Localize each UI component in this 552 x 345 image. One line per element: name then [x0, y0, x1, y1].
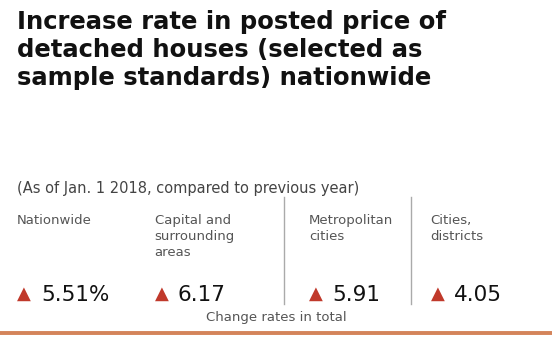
Text: ▲: ▲	[17, 285, 30, 303]
Text: 6.17: 6.17	[178, 285, 226, 305]
Text: Nationwide: Nationwide	[17, 214, 92, 227]
Text: Change rates in total: Change rates in total	[206, 310, 346, 324]
Text: Cities,
districts: Cities, districts	[431, 214, 484, 243]
Text: ▲: ▲	[431, 285, 444, 303]
Text: ▲: ▲	[155, 285, 168, 303]
Text: 5.91: 5.91	[332, 285, 380, 305]
Text: Increase rate in posted price of
detached houses (selected as
sample standards) : Increase rate in posted price of detache…	[17, 10, 445, 90]
Text: Capital and
surrounding
areas: Capital and surrounding areas	[155, 214, 235, 259]
Text: (As of Jan. 1 2018, compared to previous year): (As of Jan. 1 2018, compared to previous…	[17, 181, 359, 196]
Text: 4.05: 4.05	[454, 285, 502, 305]
Text: 5.51%: 5.51%	[41, 285, 110, 305]
Text: ▲: ▲	[309, 285, 323, 303]
Text: Metropolitan
cities: Metropolitan cities	[309, 214, 394, 243]
